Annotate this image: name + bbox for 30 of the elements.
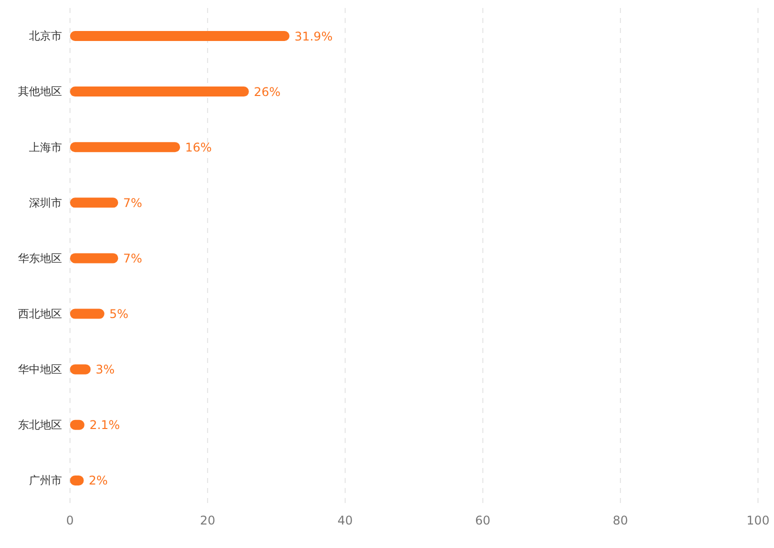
y-tick-label: 华东地区: [18, 252, 62, 265]
y-tick-label: 东北地区: [18, 418, 62, 432]
bar: [70, 253, 118, 264]
y-tick-label: 华中地区: [18, 363, 62, 376]
x-tick-label: 100: [746, 514, 770, 528]
y-tick-label: 西北地区: [18, 307, 62, 320]
x-tick-label: 0: [66, 514, 74, 528]
data-label: 5%: [109, 307, 128, 322]
y-tick-label: 广州市: [29, 474, 62, 488]
y-tick-label: 北京市: [29, 30, 62, 43]
data-label: 7%: [123, 196, 142, 210]
x-tick-label: 80: [612, 514, 628, 528]
data-label: 26%: [254, 84, 281, 99]
data-label: 2.1%: [89, 418, 120, 432]
bar: [70, 142, 180, 152]
x-tick-label: 40: [338, 514, 353, 528]
bar: [70, 31, 290, 41]
data-label: 2%: [88, 474, 108, 488]
y-tick-label: 其他地区: [18, 85, 62, 98]
x-tick-label: 60: [475, 514, 490, 528]
y-tick-label: 上海市: [29, 140, 62, 154]
bar: [70, 86, 249, 97]
data-label: 7%: [123, 251, 142, 266]
bar: [70, 198, 118, 208]
y-tick-label: 深圳市: [29, 196, 62, 210]
x-tick-label: 20: [200, 514, 216, 528]
data-label: 16%: [185, 140, 212, 154]
data-label: 3%: [96, 362, 115, 377]
bar: [70, 308, 104, 319]
data-label: 31.9%: [294, 29, 333, 44]
